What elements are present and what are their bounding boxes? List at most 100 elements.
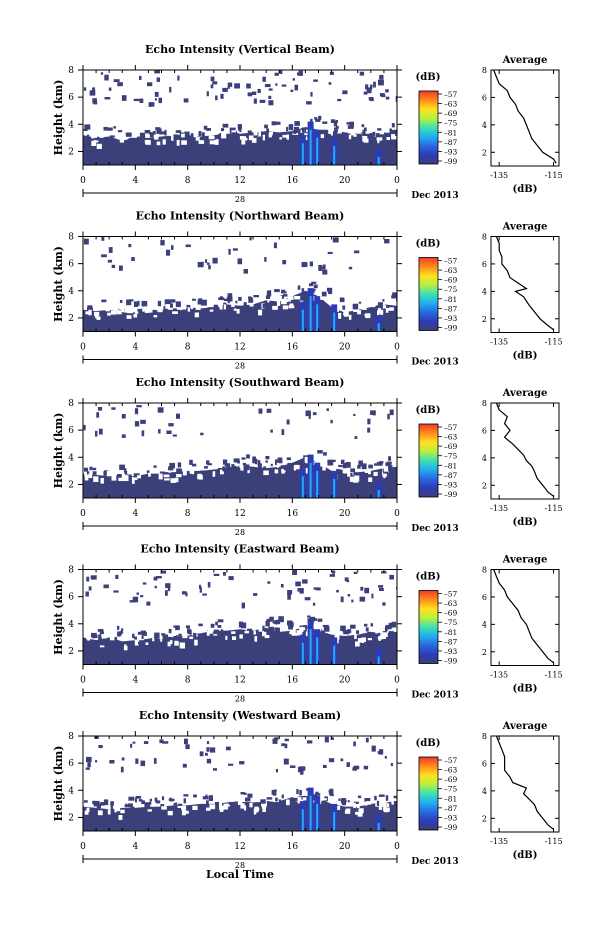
day-label: 28 — [235, 195, 245, 204]
x-tick-label: 20 — [339, 343, 351, 353]
upper-echo-speck — [89, 90, 96, 96]
echo-gap — [328, 129, 333, 134]
echo-gap — [257, 131, 261, 137]
echo-gap — [379, 309, 384, 315]
echo-gap — [121, 471, 127, 477]
echo-gap — [167, 641, 171, 647]
echo-gap — [116, 310, 122, 315]
colorbar-tick-label: –99 — [444, 823, 458, 832]
echo-speck — [205, 794, 208, 798]
colorbar-unit: (dB) — [416, 572, 441, 583]
average-title: Average — [502, 222, 548, 233]
echo-gap — [208, 629, 213, 634]
echo-gap — [297, 799, 301, 804]
echo-gap — [276, 300, 281, 306]
upper-echo-speck — [347, 594, 351, 597]
upper-echo-speck — [281, 429, 285, 435]
echo-speck — [187, 628, 191, 633]
echo-speck — [121, 628, 124, 631]
echo-gap — [197, 475, 202, 480]
echo-speck — [309, 283, 313, 287]
upper-echo-speck — [153, 758, 157, 764]
echo-speck — [288, 131, 294, 134]
upper-echo-speck — [366, 87, 372, 91]
echo-speck — [200, 470, 206, 476]
echo-speck — [173, 625, 178, 628]
upper-echo-speck — [353, 413, 356, 416]
upper-echo-speck — [158, 97, 162, 104]
x-tick-label: 16 — [287, 343, 299, 353]
echo-speck — [198, 623, 203, 627]
echo-gap — [169, 132, 173, 137]
echo-speck — [99, 802, 105, 806]
echo-gap — [377, 139, 380, 144]
echo-gap — [95, 314, 98, 319]
echo-gap — [171, 135, 174, 141]
average-y-tick-label: 6 — [482, 260, 487, 269]
echo-gap — [373, 464, 377, 468]
echo-speck — [93, 800, 100, 807]
echo-gap — [174, 640, 178, 644]
upper-echo-speck — [378, 79, 384, 86]
upper-echo-speck — [212, 257, 218, 264]
echo-gap — [138, 636, 145, 641]
upper-echo-speck — [274, 72, 279, 76]
echo-gap — [393, 299, 396, 305]
upper-echo-speck — [353, 571, 358, 574]
echo-speck — [266, 128, 269, 134]
upper-echo-speck — [132, 741, 136, 744]
upper-echo-speck — [97, 407, 103, 411]
echo-speck — [252, 458, 257, 464]
echo-speck — [141, 632, 147, 636]
heatmap-area — [83, 70, 397, 165]
upper-echo-speck — [292, 78, 295, 81]
upper-echo-speck — [284, 738, 289, 742]
upper-echo-speck — [359, 71, 365, 76]
upper-echo-speck — [202, 593, 207, 596]
y-tick-label: 2 — [68, 647, 74, 657]
convective-core-intense — [316, 137, 319, 165]
upper-echo-speck — [282, 260, 287, 265]
convective-core-intense — [301, 309, 304, 332]
echo-gap — [385, 807, 390, 812]
echo-speck — [89, 466, 93, 471]
upper-echo-speck — [83, 238, 89, 245]
convective-core-intense — [316, 304, 319, 332]
average-y-tick-label: 4 — [482, 287, 487, 296]
echo-speck — [132, 633, 135, 639]
echo-gap — [151, 801, 156, 805]
upper-echo-speck — [306, 101, 312, 105]
upper-echo-speck — [387, 413, 390, 420]
echo-gap — [263, 470, 269, 476]
echo-gap — [100, 478, 104, 484]
echo-speck — [125, 132, 132, 137]
echo-speck — [103, 471, 107, 476]
echo-speck — [92, 467, 97, 471]
echo-gap — [318, 286, 321, 290]
echo-speck — [139, 132, 146, 138]
echo-speck — [267, 290, 272, 297]
echo-gap — [378, 635, 381, 641]
echo-speck — [361, 124, 365, 128]
date-label: Dec 2013 — [411, 691, 458, 701]
echo-gap — [96, 316, 101, 320]
echo-speck — [283, 466, 287, 471]
echo-speck — [198, 131, 202, 136]
echo-speck — [164, 129, 167, 136]
echo-speck — [294, 126, 299, 133]
colorbar-tick-label: –87 — [444, 637, 458, 646]
echo-speck — [334, 127, 338, 133]
echo-speck — [185, 625, 190, 629]
upper-echo-speck — [104, 97, 111, 100]
echo-speck — [84, 124, 91, 130]
upper-echo-speck — [156, 576, 162, 579]
echo-speck — [173, 134, 179, 141]
echo-speck — [128, 796, 135, 801]
echo-speck — [125, 474, 132, 477]
echo-speck — [281, 291, 287, 294]
echo-speck — [378, 461, 384, 464]
upper-echo-speck — [315, 587, 321, 591]
colorbar-tick-label: –99 — [444, 157, 458, 166]
echo-gap — [368, 477, 373, 482]
echo-gap — [277, 623, 281, 627]
